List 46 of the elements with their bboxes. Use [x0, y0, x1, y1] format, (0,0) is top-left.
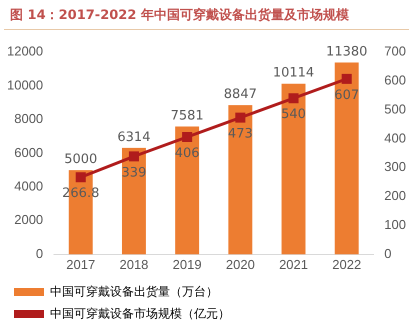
y2-tick-label: 400	[384, 130, 406, 146]
data-label: 5000	[64, 152, 98, 167]
y-tick-label: 2000	[14, 212, 44, 228]
y-tick-label: 10000	[6, 77, 44, 92]
x-tick-label: 2021	[279, 256, 308, 272]
point	[288, 93, 299, 104]
point	[182, 132, 192, 142]
y-tick-label: 0	[36, 246, 44, 261]
x-tick-label: 2017	[66, 256, 96, 272]
chart-title: 图 14：2017-2022 年中国可穿戴设备出货量及市场规模	[4, 0, 409, 30]
data-label: 11380	[326, 44, 368, 60]
x-tick-label: 2020	[226, 256, 255, 272]
bar	[282, 84, 306, 254]
y-tick-label: 8000	[14, 111, 44, 126]
bar	[228, 105, 252, 254]
data-label: 8847	[224, 87, 257, 102]
data-label: 10114	[272, 66, 314, 81]
x-tick-label: 2018	[119, 256, 148, 272]
bar	[175, 126, 200, 254]
y2-tick-label: 600	[384, 72, 406, 88]
y2-tick-label: 300	[384, 159, 406, 174]
legend-label: 中国可穿戴设备市场规模（亿元）	[50, 306, 230, 320]
point	[128, 151, 139, 162]
x-tick-label: 2022	[332, 256, 362, 272]
legend-label: 中国可穿戴设备出货量（万台）	[50, 284, 218, 298]
point	[342, 74, 352, 84]
data-label: 406	[174, 146, 200, 161]
point	[235, 112, 246, 123]
x-tick-label: 2019	[172, 256, 202, 272]
y2-tick-label: 700	[384, 44, 406, 59]
y-tick-label: 12000	[6, 44, 44, 59]
bar	[122, 148, 146, 254]
y-tick-label: 6000	[14, 144, 44, 160]
data-label: 473	[228, 126, 253, 142]
data-label: 607	[334, 88, 360, 103]
y2-tick-label: 500	[384, 101, 406, 116]
data-label: 339	[122, 165, 146, 180]
y2-tick-label: 200	[384, 188, 406, 204]
y-tick-label: 4000	[14, 178, 44, 194]
data-label: 7581	[170, 108, 204, 124]
data-label: 6314	[117, 130, 150, 145]
bar	[334, 62, 359, 254]
y2-tick-label: 100	[384, 217, 406, 232]
point	[76, 172, 86, 182]
y2-tick-label: 0	[384, 246, 392, 261]
data-label: 540	[281, 107, 306, 122]
